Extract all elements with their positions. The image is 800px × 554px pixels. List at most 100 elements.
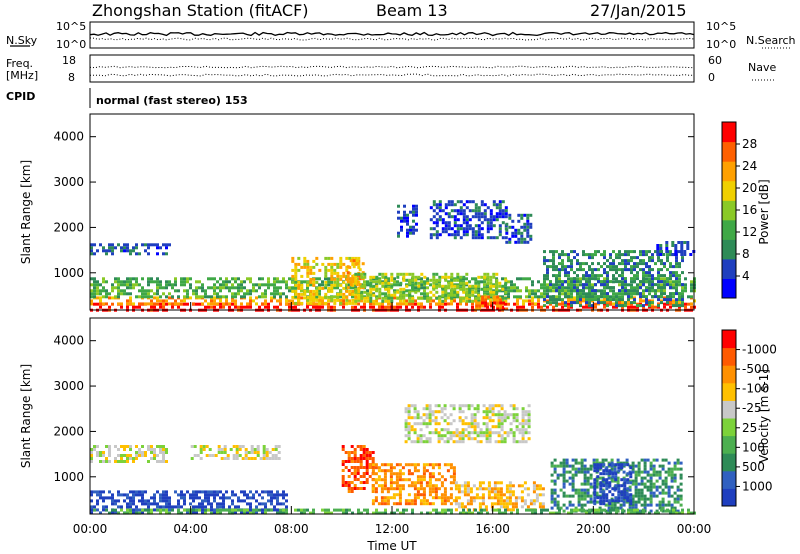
velocity-cell <box>574 488 578 492</box>
power-cell <box>484 301 488 305</box>
power-cell <box>690 305 693 309</box>
power-cell <box>624 268 627 272</box>
power-cell <box>519 305 522 309</box>
velocity-cell <box>476 425 480 429</box>
velocity-cell <box>562 509 566 513</box>
power-cell <box>684 305 687 309</box>
colorbar-tick-label: 12 <box>742 225 757 239</box>
power-cell <box>297 301 301 305</box>
power-cell <box>156 280 159 284</box>
power-cell <box>456 302 459 306</box>
velocity-cell <box>583 458 587 462</box>
velocity-cell <box>250 448 254 451</box>
power-cell <box>459 212 463 216</box>
power-cell <box>444 212 448 216</box>
velocity-cell <box>490 487 494 491</box>
velocity-cell <box>102 508 105 512</box>
power-cell <box>528 302 531 306</box>
velocity-cell <box>571 482 575 486</box>
power-cell <box>537 280 540 284</box>
velocity-cell <box>583 476 587 480</box>
power-cell <box>621 280 624 284</box>
velocity-cell <box>623 496 627 500</box>
velocity-cell <box>468 508 471 512</box>
power-cell <box>665 247 669 250</box>
velocity-cell <box>262 457 266 460</box>
velocity-cell <box>386 499 390 503</box>
velocity-cell <box>500 434 504 438</box>
velocity-cell <box>458 416 462 420</box>
power-cell <box>420 292 423 296</box>
power-cell <box>588 277 591 281</box>
power-cell <box>321 283 324 287</box>
power-cell <box>588 268 591 272</box>
velocity-cell <box>571 458 575 462</box>
power-cell <box>432 299 435 303</box>
velocity-cell <box>452 434 456 438</box>
velocity-cell <box>649 497 653 501</box>
power-cell <box>531 283 534 287</box>
power-cell <box>153 243 156 247</box>
power-cell <box>129 296 132 300</box>
nsearch-series-line <box>89 37 695 41</box>
power-cell <box>517 219 521 223</box>
velocity-cell <box>350 457 354 460</box>
power-cell <box>630 305 633 309</box>
velocity-cell <box>571 467 575 471</box>
power-cell <box>576 262 579 266</box>
power-cell <box>204 289 207 293</box>
velocity-cell <box>648 511 651 515</box>
power-cell <box>579 277 582 281</box>
power-cell <box>498 206 502 210</box>
velocity-cell <box>505 487 509 491</box>
velocity-cell <box>222 496 225 500</box>
velocity-cell <box>467 407 471 411</box>
velocity-cell <box>605 469 609 473</box>
velocity-cell <box>593 502 597 506</box>
velocity-cell <box>649 491 653 495</box>
power-cell <box>624 277 627 281</box>
velocity-cell <box>285 493 288 497</box>
power-cell <box>402 299 406 303</box>
power-cell <box>135 283 138 287</box>
power-cell <box>403 204 406 208</box>
power-cell <box>333 305 336 309</box>
power-cell <box>390 284 394 288</box>
power-cell <box>369 302 372 306</box>
velocity-cell <box>649 500 653 504</box>
velocity-cell <box>312 511 315 515</box>
power-cell <box>621 271 624 275</box>
velocity-cell <box>231 502 234 506</box>
velocity-cell <box>527 410 531 414</box>
power-cell <box>117 277 120 281</box>
velocity-cell <box>353 454 357 457</box>
power-cell <box>195 295 198 299</box>
velocity-cell <box>276 496 279 500</box>
velocity-cell <box>425 413 429 417</box>
velocity-cell <box>384 508 387 512</box>
power-cell <box>639 295 642 299</box>
velocity-cell <box>494 431 498 435</box>
velocity-cell <box>570 511 573 515</box>
power-cell <box>523 240 527 244</box>
power-cell <box>558 262 561 266</box>
velocity-cell <box>365 481 369 484</box>
velocity-cell <box>150 451 153 454</box>
power-cell <box>120 302 123 306</box>
power-cell <box>481 301 485 305</box>
power-cell <box>213 299 216 303</box>
velocity-cell <box>377 502 381 506</box>
velocity-cell <box>205 454 209 457</box>
power-cell <box>549 283 552 287</box>
power-cell <box>288 277 291 281</box>
power-cell <box>615 305 618 309</box>
power-cell <box>663 292 666 296</box>
power-cell <box>351 289 355 293</box>
power-cell <box>135 246 138 250</box>
power-cell <box>324 280 328 284</box>
power-cell <box>642 304 645 308</box>
power-cell <box>484 295 488 299</box>
power-cell <box>108 249 111 253</box>
velocity-cell <box>485 428 489 432</box>
velocity-cell <box>407 428 411 432</box>
